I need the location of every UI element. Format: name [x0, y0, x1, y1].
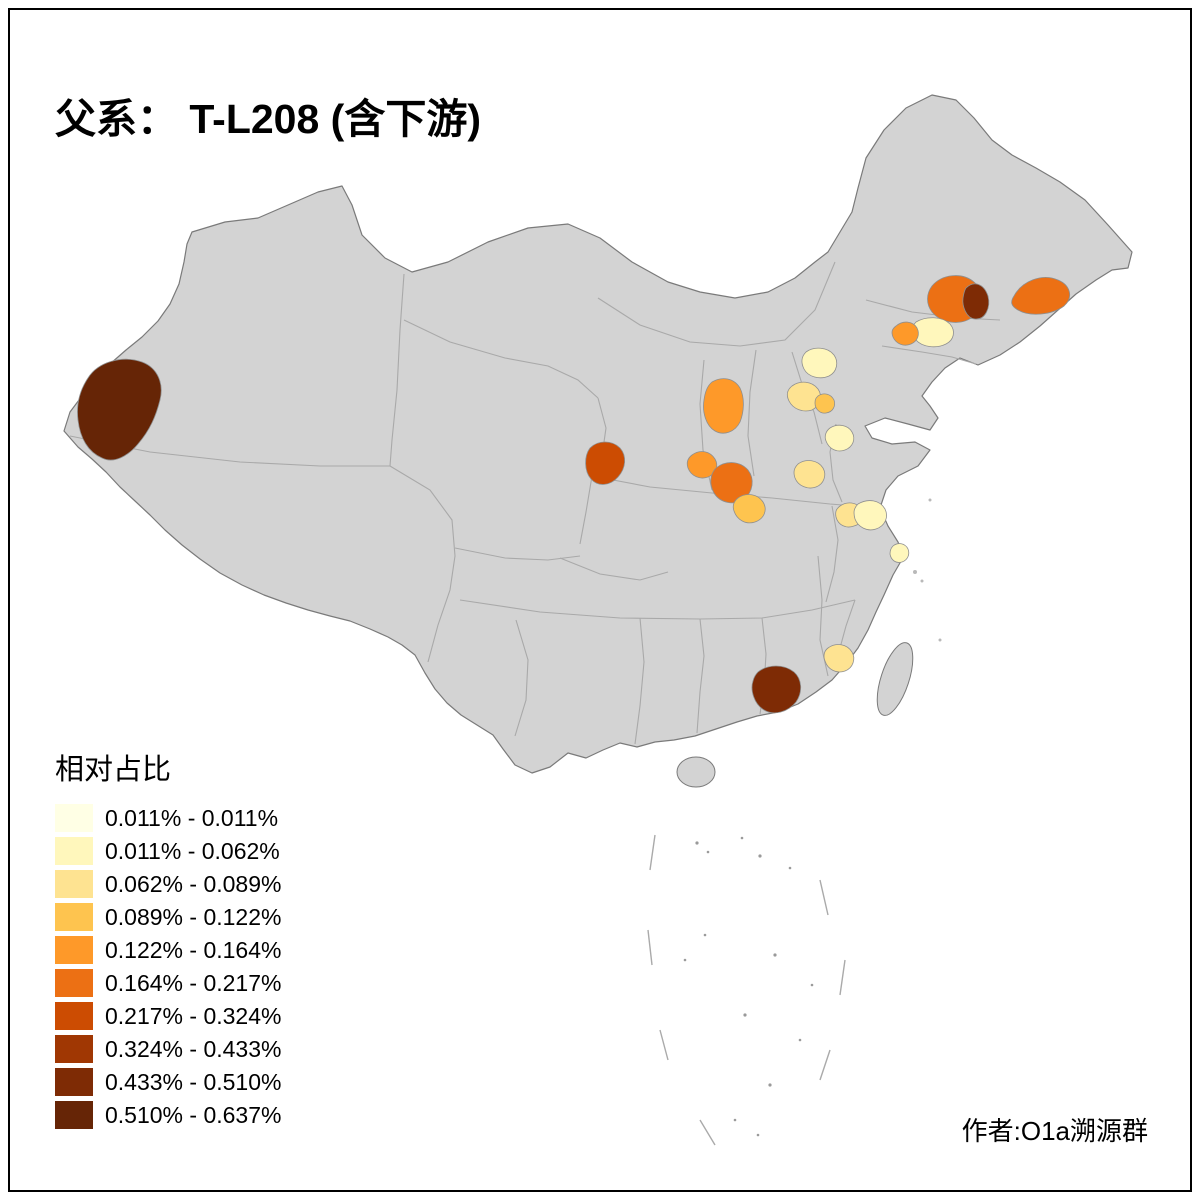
legend-label: 0.122% - 0.164% [105, 937, 282, 963]
region-fujian [823, 644, 855, 673]
region-gansu [585, 441, 626, 485]
region-shaanxi-south [732, 494, 766, 524]
legend-swatch [55, 903, 93, 931]
legend-item: 0.062% - 0.089% [55, 870, 281, 898]
coastal-islets [913, 498, 942, 642]
legend-swatch [55, 837, 93, 865]
region-northeast-jilin-dark [962, 283, 990, 320]
legend: 相对占比 0.011% - 0.011% 0.011% - 0.062% 0.062… [55, 746, 281, 1134]
region-tianjin-small [814, 393, 835, 414]
hainan-island [676, 756, 716, 788]
legend-label: 0.324% - 0.433% [105, 1036, 282, 1062]
region-liaoning-orange [891, 321, 919, 346]
taiwan-island [876, 642, 914, 716]
legend-label: 0.433% - 0.510% [105, 1069, 282, 1095]
region-shandong [824, 424, 855, 452]
legend-swatch [55, 1002, 93, 1030]
figure-title: 父系： T-L208 (含下游) [55, 96, 481, 143]
province-borders [69, 261, 1001, 745]
south-china-sea-islands [683, 836, 814, 1137]
region-northeast-heilongjiang [1011, 277, 1071, 315]
legend-label: 0.011% - 0.011% [105, 805, 279, 831]
legend-label: 0.164% - 0.217% [105, 970, 282, 996]
legend-item: 0.324% - 0.433% [55, 1035, 281, 1063]
region-jiangsu [853, 500, 887, 531]
region-henan [793, 460, 826, 489]
region-west-xinjiang [77, 358, 162, 461]
legend-label: 0.062% - 0.089% [105, 871, 282, 897]
legend-label: 0.011% - 0.062% [105, 838, 280, 864]
legend-label: 0.510% - 0.637% [105, 1102, 282, 1128]
region-guangdong-dark [751, 665, 802, 714]
legend-label: 0.089% - 0.122% [105, 904, 282, 930]
region-shanghai [889, 543, 910, 563]
legend-item: 0.217% - 0.324% [55, 1002, 281, 1030]
nine-dash-line [647, 834, 846, 1146]
legend-item: 0.089% - 0.122% [55, 903, 281, 931]
legend-items: 0.011% - 0.011% 0.011% - 0.062% 0.062% - 0… [55, 804, 281, 1129]
legend-swatch [55, 936, 93, 964]
legend-item: 0.011% - 0.011% [55, 804, 281, 832]
legend-swatch [55, 969, 93, 997]
legend-item: 0.510% - 0.637% [55, 1101, 281, 1129]
legend-swatch [55, 870, 93, 898]
legend-item: 0.122% - 0.164% [55, 936, 281, 964]
region-shanxi [703, 378, 744, 434]
legend-title: 相对占比 [55, 754, 172, 786]
attribution: 作者:O1a溯源群 [961, 1116, 1148, 1146]
region-beijing-north [801, 347, 838, 379]
choropleth-regions [77, 275, 1071, 714]
legend-swatch [55, 1035, 93, 1063]
china-mainland [63, 94, 1133, 774]
region-shaanxi-north [686, 451, 718, 479]
legend-item: 0.433% - 0.510% [55, 1068, 281, 1096]
region-beijing-south [786, 381, 821, 412]
legend-item: 0.164% - 0.217% [55, 969, 281, 997]
legend-swatch [55, 804, 93, 832]
legend-label: 0.217% - 0.324% [105, 1003, 282, 1029]
legend-item: 0.011% - 0.062% [55, 837, 281, 865]
legend-swatch [55, 1101, 93, 1129]
legend-swatch [55, 1068, 93, 1096]
